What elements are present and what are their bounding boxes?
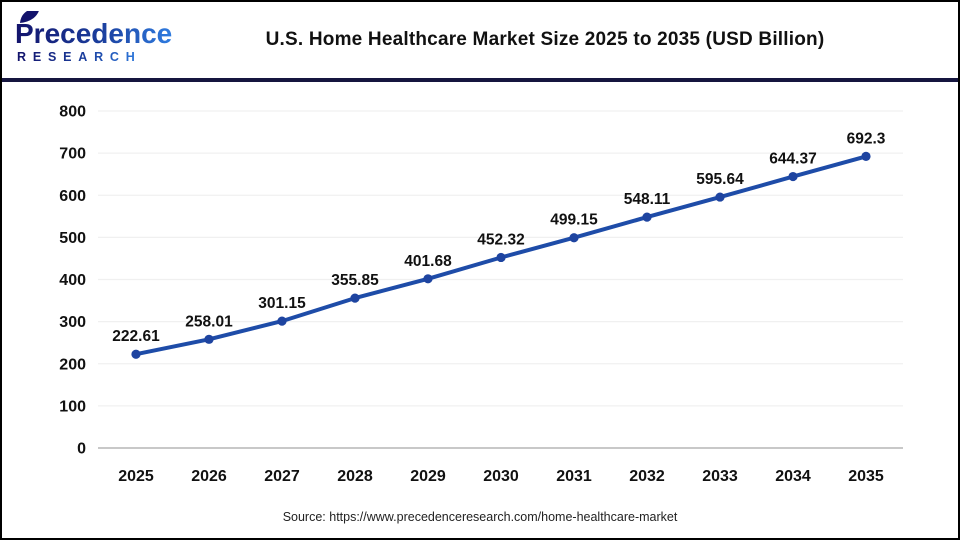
data-point <box>642 212 652 222</box>
leaf-icon <box>20 6 40 23</box>
line-chart: 0 100 200 300 400 500 600 700 800 2025 2026 2027 202… <box>59 104 903 485</box>
data-point <box>496 252 506 263</box>
y-tick-label: 500 <box>59 230 86 247</box>
data-label: 301.15 <box>258 295 306 312</box>
y-tick-label: 600 <box>59 188 86 205</box>
data-point <box>423 274 433 284</box>
data-label: 222.61 <box>112 328 160 345</box>
x-tick-label: 2029 <box>410 468 446 485</box>
data-label: 401.68 <box>404 253 452 270</box>
y-tick-label: 200 <box>59 356 86 373</box>
x-tick-label: 2026 <box>191 468 227 485</box>
source-text: Source: https://www.precedenceresearch.c… <box>282 510 678 524</box>
y-tick-label: 400 <box>59 272 86 289</box>
data-point <box>204 334 214 344</box>
data-label: 499.15 <box>550 212 598 229</box>
data-point <box>861 151 871 161</box>
logo-subtext: RESEARCH <box>17 50 142 64</box>
x-tick-label: 2033 <box>702 468 738 485</box>
header: Precedence RESEARCH U.S. Home Healthcare… <box>2 2 958 78</box>
y-tick-label: 800 <box>59 104 86 121</box>
data-label: 644.37 <box>769 151 816 168</box>
data-point <box>131 349 141 359</box>
header-separator <box>2 78 958 82</box>
y-tick-label: 300 <box>59 314 86 331</box>
logo-graphic: Precedence RESEARCH <box>15 6 172 64</box>
y-tick-label: 700 <box>59 146 86 163</box>
precedence-research-logo: Precedence RESEARCH <box>2 6 192 70</box>
data-label: 452.32 <box>477 231 524 248</box>
data-label: 258.01 <box>185 313 233 330</box>
x-tick-label: 2027 <box>264 468 300 485</box>
x-tick-label: 2030 <box>483 468 519 485</box>
data-point <box>350 293 360 303</box>
data-point <box>277 316 287 326</box>
data-point <box>715 192 725 202</box>
x-tick-label: 2035 <box>848 468 884 485</box>
data-label: 595.64 <box>696 171 744 188</box>
y-tick-label: 0 <box>77 441 86 458</box>
data-label: 692.3 <box>847 130 886 147</box>
x-tick-label: 2031 <box>556 468 592 485</box>
data-label: 548.11 <box>624 191 671 208</box>
x-tick-label: 2034 <box>775 468 811 485</box>
data-point <box>569 233 579 243</box>
x-tick-label: 2025 <box>118 468 154 485</box>
x-tick-label: 2028 <box>337 468 373 485</box>
chart-title: U.S. Home Healthcare Market Size 2025 to… <box>265 29 825 50</box>
y-tick-label: 100 <box>59 398 86 415</box>
logo-wordmark: Precedence <box>15 18 172 49</box>
x-tick-label: 2032 <box>629 468 665 485</box>
data-point <box>788 171 798 182</box>
data-label: 355.85 <box>331 272 379 289</box>
